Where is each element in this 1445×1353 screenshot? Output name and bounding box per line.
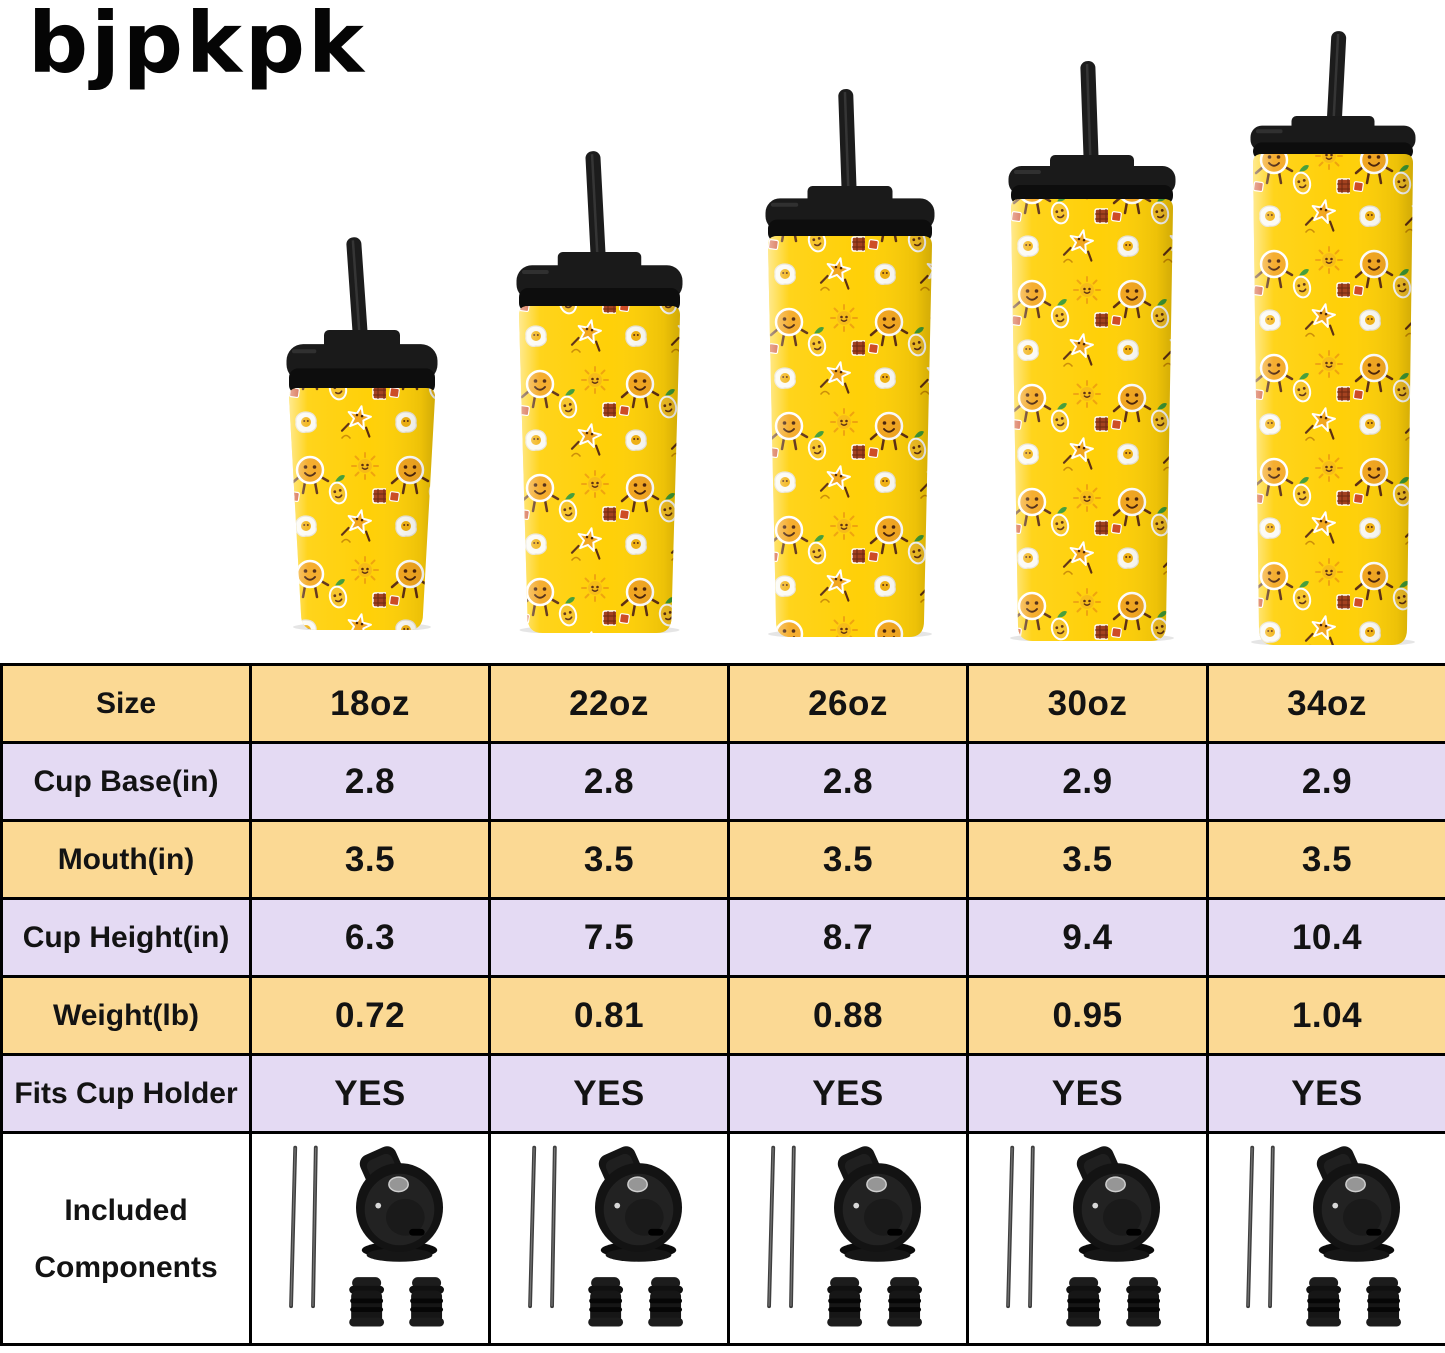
row-label-size: Size — [0, 663, 252, 744]
included-components-graphic — [288, 1145, 444, 1327]
straw-icon — [766, 1145, 796, 1309]
included-components-graphic — [1245, 1145, 1401, 1327]
cell-mouth-in-3: 3.5 — [727, 819, 969, 900]
included-components-graphic — [766, 1145, 922, 1327]
cell-cup-base-in-4: 2.9 — [966, 741, 1209, 822]
cell-cup-base-in-5: 2.9 — [1206, 741, 1445, 822]
brand-logo: bjpkpk — [28, 0, 367, 92]
tumbler-22oz — [516, 151, 683, 633]
cell-included-components-3 — [727, 1131, 969, 1346]
row-label-included-components: Included Components — [0, 1131, 252, 1346]
stopper-icon — [647, 1277, 683, 1327]
included-components-graphic — [1006, 1145, 1161, 1327]
tumbler-26oz — [765, 89, 935, 637]
cell-fits-cup-holder-2: YES — [488, 1053, 730, 1134]
cell-weight-lb-5: 1.04 — [1206, 975, 1445, 1056]
table-row-size: Size 18oz 22oz 26oz 30oz 34oz — [0, 663, 1445, 744]
stopper-icon — [587, 1277, 623, 1327]
stopper-icon — [1066, 1277, 1102, 1327]
flip-lid-icon — [594, 1146, 682, 1262]
included-components-graphic — [527, 1145, 683, 1327]
straw-icon — [527, 1145, 557, 1309]
row-label-cup-base-in: Cup Base(in) — [0, 741, 252, 822]
tumbler-lineup — [0, 0, 1445, 663]
flip-lid-icon — [765, 186, 935, 242]
cup-body — [768, 236, 932, 637]
stopper-icon — [1365, 1277, 1401, 1327]
stopper-icon — [348, 1277, 384, 1327]
straw-icon — [1245, 1145, 1275, 1309]
straw-icon — [288, 1145, 318, 1309]
flip-lid-icon — [833, 1146, 921, 1262]
cup-body — [1011, 199, 1173, 641]
cell-weight-lb-1: 0.72 — [249, 975, 491, 1056]
cell-included-components-5 — [1206, 1131, 1445, 1346]
cell-cup-base-in-2: 2.8 — [488, 741, 730, 822]
stopper-icon — [826, 1277, 862, 1327]
cell-included-components-2 — [488, 1131, 730, 1346]
table-row-cup-height-in: Cup Height(in) 6.3 7.5 8.7 9.4 10.4 — [0, 897, 1445, 978]
cup-body — [289, 388, 435, 630]
included-label-line2: Components — [34, 1250, 218, 1284]
cell-cup-height-in-1: 6.3 — [249, 897, 491, 978]
row-label-fits-cup-holder: Fits Cup Holder — [0, 1053, 252, 1134]
cell-mouth-in-4: 3.5 — [966, 819, 1209, 900]
tumbler-34oz — [1250, 31, 1416, 645]
cell-weight-lb-3: 0.88 — [727, 975, 969, 1056]
row-label-mouth-in: Mouth(in) — [0, 819, 252, 900]
flip-lid-icon — [516, 252, 683, 312]
stopper-icon — [1126, 1277, 1161, 1327]
cell-cup-base-in-1: 2.8 — [249, 741, 491, 822]
cell-fits-cup-holder-1: YES — [249, 1053, 491, 1134]
column-header-5: 34oz — [1206, 663, 1445, 744]
row-label-cup-height-in: Cup Height(in) — [0, 897, 252, 978]
table-row-mouth-in: Mouth(in) 3.5 3.5 3.5 3.5 3.5 — [0, 819, 1445, 900]
column-header-2: 22oz — [488, 663, 730, 744]
cell-mouth-in-5: 3.5 — [1206, 819, 1445, 900]
stopper-icon — [408, 1277, 444, 1327]
cell-cup-height-in-4: 9.4 — [966, 897, 1209, 978]
cell-weight-lb-2: 0.81 — [488, 975, 730, 1056]
flip-lid-icon — [1072, 1146, 1161, 1262]
cell-cup-base-in-3: 2.8 — [727, 741, 969, 822]
cell-cup-height-in-3: 8.7 — [727, 897, 969, 978]
flip-lid-icon — [1250, 116, 1416, 160]
cell-cup-height-in-5: 10.4 — [1206, 897, 1445, 978]
column-header-4: 30oz — [966, 663, 1209, 744]
column-header-3: 26oz — [727, 663, 969, 744]
stopper-icon — [1305, 1277, 1341, 1327]
tumbler-30oz — [1008, 61, 1176, 641]
spec-table: Size 18oz 22oz 26oz 30oz 34oz Cup Base(in) 2.8 2… — [0, 663, 1445, 1346]
flip-lid-icon — [355, 1146, 443, 1262]
cell-weight-lb-4: 0.95 — [966, 975, 1209, 1056]
row-label-weight-lb: Weight(lb) — [0, 975, 252, 1056]
stopper-icon — [886, 1277, 922, 1327]
table-row-fits-cup-holder: Fits Cup Holder YES YES YES YES YES — [0, 1053, 1445, 1134]
straw-icon — [1006, 1145, 1035, 1309]
cell-cup-height-in-2: 7.5 — [488, 897, 730, 978]
cell-fits-cup-holder-3: YES — [727, 1053, 969, 1134]
cell-mouth-in-1: 3.5 — [249, 819, 491, 900]
flip-lid-icon — [1312, 1146, 1400, 1262]
table-row-included-components: Included Components — [0, 1131, 1445, 1346]
table-row-weight-lb: Weight(lb) 0.72 0.81 0.88 0.95 1.04 — [0, 975, 1445, 1056]
included-label-line1: Included — [64, 1193, 188, 1227]
column-header-1: 18oz — [249, 663, 491, 744]
cell-mouth-in-2: 3.5 — [488, 819, 730, 900]
cell-included-components-4 — [966, 1131, 1209, 1346]
table-row-cup-base-in: Cup Base(in) 2.8 2.8 2.8 2.9 2.9 — [0, 741, 1445, 822]
cup-body — [519, 306, 680, 633]
cell-included-components-1 — [249, 1131, 491, 1346]
cup-body — [1253, 154, 1413, 645]
flip-lid-icon — [1008, 155, 1176, 205]
cell-fits-cup-holder-4: YES — [966, 1053, 1209, 1134]
flip-lid-icon — [286, 330, 438, 394]
cell-fits-cup-holder-5: YES — [1206, 1053, 1445, 1134]
tumbler-18oz — [286, 237, 438, 630]
